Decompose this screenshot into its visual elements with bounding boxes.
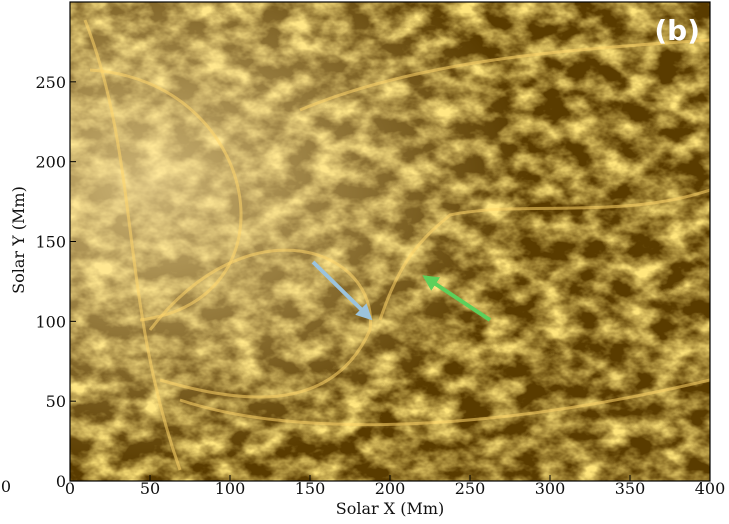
x-tick-label: 350 [615,479,646,498]
x-tick-label: 250 [455,479,486,498]
x-tick-label: 400 [695,479,726,498]
x-tick-label: 100 [215,479,246,498]
figure: (b) Solar X (Mm) Solar Y (Mm) 0 0 50 100 15… [0,0,729,524]
panel-label: (b) [654,14,700,47]
y-tick-label: 150 [35,233,66,252]
x-tick-label: 0 [65,479,75,498]
y-tick-label: 250 [35,73,66,92]
y-tick-label: 50 [46,392,66,411]
y-tick-label: 0 [56,472,66,491]
y-axis-label: Solar Y (Mm) [9,186,28,294]
x-tick-label: 200 [375,479,406,498]
y-tick-label: 100 [35,312,66,331]
x-tick-label: 300 [535,479,566,498]
cropped-label: 0 [1,477,11,496]
solar-image [70,2,710,481]
x-tick-label: 150 [295,479,326,498]
y-tick-label: 200 [35,153,66,172]
x-axis-label: Solar X (Mm) [336,499,445,518]
x-tick-label: 50 [140,479,160,498]
